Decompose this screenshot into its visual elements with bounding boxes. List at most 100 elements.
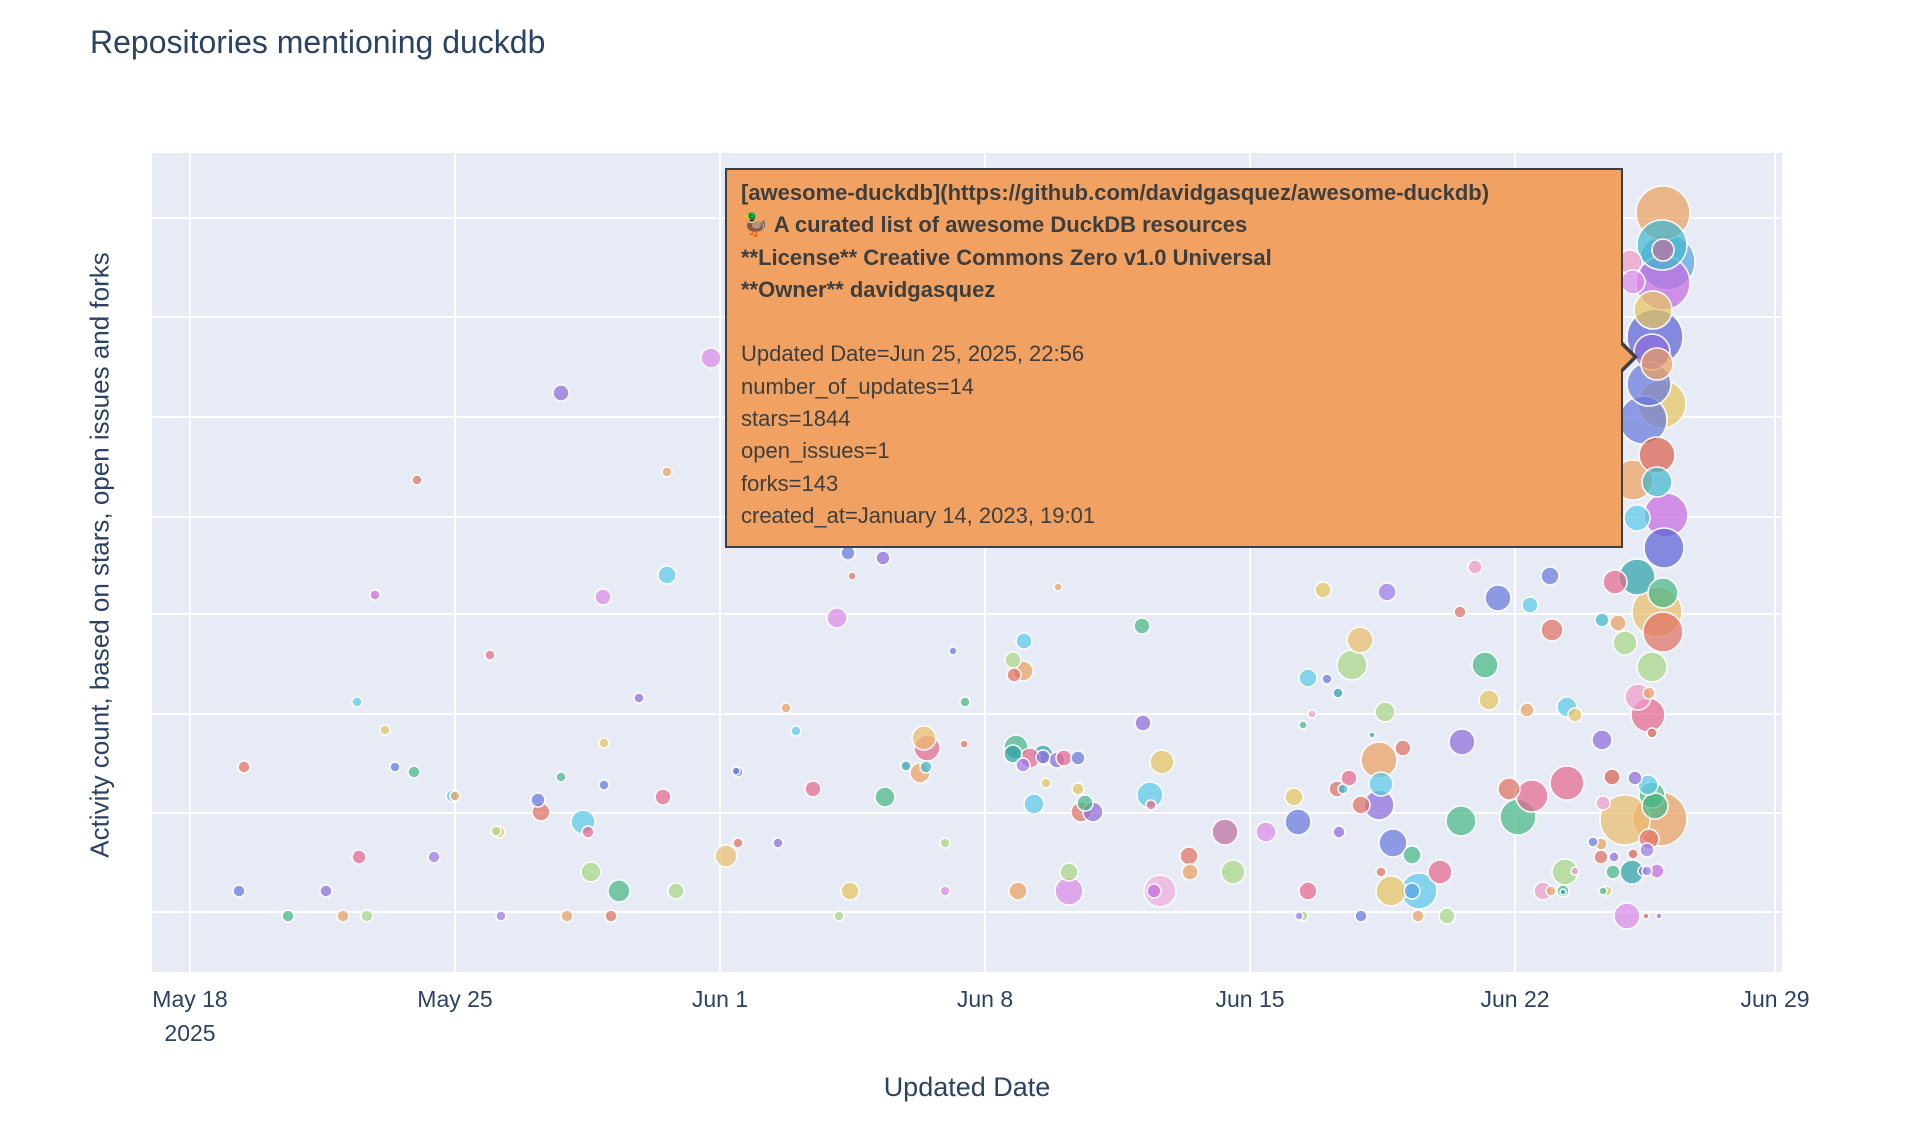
data-point[interactable] — [555, 771, 567, 783]
data-point[interactable] — [1595, 795, 1611, 811]
data-point[interactable] — [495, 910, 507, 922]
data-point[interactable] — [379, 724, 391, 736]
data-point[interactable] — [1603, 768, 1621, 786]
data-point[interactable] — [1008, 881, 1028, 901]
data-point[interactable] — [1627, 848, 1639, 860]
data-point[interactable] — [1284, 787, 1304, 807]
data-point[interactable] — [1570, 866, 1580, 876]
data-point[interactable] — [1006, 667, 1022, 683]
data-point[interactable] — [1623, 504, 1651, 532]
data-point[interactable] — [840, 545, 856, 561]
data-point[interactable] — [780, 702, 792, 714]
data-point[interactable] — [1332, 687, 1344, 699]
data-point[interactable] — [1655, 912, 1663, 920]
data-point[interactable] — [1003, 744, 1023, 764]
data-point[interactable] — [939, 837, 951, 849]
data-point[interactable] — [959, 696, 971, 708]
data-point[interactable] — [1445, 805, 1477, 837]
data-point[interactable] — [1402, 845, 1422, 865]
data-point[interactable] — [1643, 527, 1685, 569]
data-point[interactable] — [449, 790, 461, 802]
data-point[interactable] — [1559, 888, 1567, 896]
data-point[interactable] — [1374, 701, 1396, 723]
data-point[interactable] — [1545, 885, 1557, 897]
data-point[interactable] — [1368, 731, 1376, 739]
data-point[interactable] — [1332, 825, 1346, 839]
data-point[interactable] — [1340, 769, 1358, 787]
data-point[interactable] — [1023, 793, 1045, 815]
data-point[interactable] — [1521, 596, 1539, 614]
data-point[interactable] — [1314, 581, 1332, 599]
data-point[interactable] — [427, 850, 441, 864]
data-point[interactable] — [875, 550, 891, 566]
data-point[interactable] — [939, 885, 951, 897]
data-point[interactable] — [369, 589, 381, 601]
data-point[interactable] — [319, 884, 333, 898]
data-point[interactable] — [1549, 765, 1585, 801]
data-point[interactable] — [1608, 851, 1620, 863]
data-point[interactable] — [1642, 686, 1656, 700]
data-point[interactable] — [1071, 782, 1085, 796]
data-point[interactable] — [580, 861, 602, 883]
data-point[interactable] — [1633, 290, 1673, 330]
data-point[interactable] — [1337, 783, 1349, 795]
data-point[interactable] — [1636, 651, 1668, 683]
data-point[interactable] — [1641, 792, 1669, 820]
data-point[interactable] — [700, 347, 722, 369]
data-point[interactable] — [661, 466, 673, 478]
data-point[interactable] — [1467, 559, 1483, 575]
data-point[interactable] — [1605, 864, 1621, 880]
data-point[interactable] — [604, 909, 618, 923]
data-point[interactable] — [552, 384, 570, 402]
data-point[interactable] — [1351, 795, 1371, 815]
data-point[interactable] — [1059, 862, 1079, 882]
data-point[interactable] — [1598, 886, 1608, 896]
data-point[interactable] — [847, 571, 857, 581]
data-point[interactable] — [594, 588, 612, 606]
data-point[interactable] — [1145, 799, 1157, 811]
data-point[interactable] — [1540, 566, 1560, 586]
data-point[interactable] — [1298, 881, 1318, 901]
data-point[interactable] — [804, 780, 822, 798]
data-point[interactable] — [948, 646, 958, 656]
data-point[interactable] — [900, 760, 912, 772]
data-point[interactable] — [1594, 612, 1610, 628]
data-point[interactable] — [1453, 605, 1467, 619]
data-point[interactable] — [1321, 673, 1333, 685]
data-point[interactable] — [1642, 912, 1650, 920]
data-point[interactable] — [1307, 709, 1317, 719]
data-point[interactable] — [1053, 582, 1063, 592]
data-point[interactable] — [1378, 828, 1408, 858]
data-point[interactable] — [1497, 777, 1521, 801]
data-point[interactable] — [407, 765, 421, 779]
data-point[interactable] — [484, 649, 496, 661]
data-point[interactable] — [654, 788, 672, 806]
data-point[interactable] — [1647, 577, 1679, 609]
data-point[interactable] — [1438, 907, 1456, 925]
data-point[interactable] — [530, 792, 546, 808]
data-point[interactable] — [657, 565, 677, 585]
data-point[interactable] — [732, 837, 744, 849]
data-point[interactable] — [1642, 611, 1684, 653]
data-point[interactable] — [1294, 911, 1304, 921]
data-point[interactable] — [1612, 630, 1638, 656]
data-point[interactable] — [1076, 794, 1094, 812]
data-point[interactable] — [1255, 821, 1277, 843]
data-point[interactable] — [1471, 651, 1499, 679]
data-point[interactable] — [1640, 347, 1674, 381]
data-point[interactable] — [1519, 702, 1535, 718]
data-point[interactable] — [1149, 749, 1175, 775]
data-point[interactable] — [1646, 727, 1658, 739]
data-point[interactable] — [1375, 866, 1387, 878]
data-point[interactable] — [1602, 569, 1628, 595]
data-point[interactable] — [959, 739, 969, 749]
data-point[interactable] — [1411, 909, 1425, 923]
data-point[interactable] — [714, 844, 738, 868]
data-point[interactable] — [336, 909, 350, 923]
data-point[interactable] — [919, 760, 933, 774]
data-point[interactable] — [1641, 466, 1673, 498]
data-point[interactable] — [772, 837, 784, 849]
data-point[interactable] — [1040, 777, 1052, 789]
data-point[interactable] — [1004, 651, 1022, 669]
data-point[interactable] — [598, 737, 610, 749]
